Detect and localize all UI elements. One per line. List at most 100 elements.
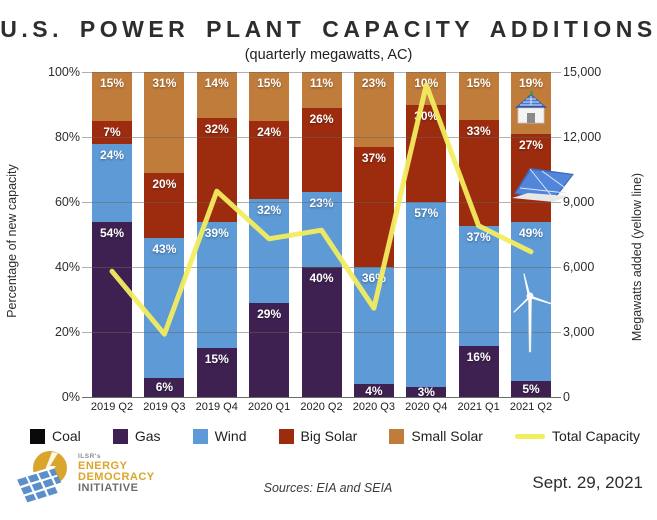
left-tick-label: 0% — [61, 390, 80, 404]
segment-small-solar: 15% — [92, 72, 132, 121]
segment-value-label: 37% — [361, 150, 386, 165]
legend-item-coal: Coal — [30, 428, 81, 444]
bar-2020-q1: 15% 24% 32% 29% — [249, 72, 290, 397]
x-tick-label: 2019 Q4 — [195, 401, 238, 413]
legend-color-swatch — [389, 428, 405, 444]
segment-wind: 37% — [458, 226, 499, 346]
segment-value-label: 15% — [257, 76, 282, 90]
gridline — [82, 137, 561, 138]
bar-2021-q1: 15% 33% 37% 16% — [458, 72, 499, 397]
segment-value-label: 39% — [204, 225, 229, 240]
segment-big-solar: 26% — [301, 107, 342, 193]
legend-label: Big Solar — [300, 428, 358, 444]
bar-2020-q3: 23% 37% 36% 4% — [353, 72, 394, 398]
legend-item-total-capacity: Total Capacity — [515, 428, 640, 444]
legend-label: Gas — [134, 428, 161, 444]
segment-value-label: 23% — [309, 196, 334, 211]
gridline — [82, 332, 561, 333]
chart-subtitle: (quarterly megawatts, AC) — [244, 47, 413, 63]
segment-gas: 6% — [144, 377, 185, 397]
segment-gas: 29% — [249, 302, 290, 397]
segment-value-label: 19% — [518, 76, 544, 90]
bar-2019-q2: 15% 7% 24% 54% — [92, 72, 132, 397]
segment-value-label: 27% — [518, 137, 544, 152]
segment-big-solar: 32% — [196, 117, 237, 222]
segment-small-solar: 31% — [144, 72, 185, 173]
x-tick-label: 2020 Q3 — [352, 401, 395, 413]
segment-value-label: 37% — [466, 230, 491, 245]
sources-note: Sources: EIA and SEIA — [263, 481, 393, 495]
segment-value-label: 40% — [309, 271, 334, 285]
segment-value-label: 29% — [257, 306, 282, 321]
energy-democracy-logo: ILSR's ENERGY DEMOCRACY INITIATIVE — [12, 448, 172, 514]
legend-color-swatch — [278, 428, 294, 444]
logo-line1: ENERGY — [78, 459, 128, 472]
legend-item-wind: Wind — [192, 428, 247, 444]
segment-value-label: 16% — [466, 349, 491, 364]
left-axis-title: Percentage of new capacity — [5, 164, 19, 318]
bar-2021-q2: 19% 27% 49% 5% — [511, 72, 551, 397]
bar-2020-q2: 11% 26% 23% 40% — [301, 72, 342, 397]
segment-value-label: 15% — [99, 76, 125, 90]
segment-wind: 23% — [301, 192, 342, 267]
gridline — [82, 202, 561, 203]
logo-ilsr: ILSR's — [78, 453, 101, 460]
plot-area: 15% 7% 24% 54% 31% 20% 43% 6% 14% 32% 39% 15% 15% 24%… — [82, 72, 574, 399]
right-tick-label: 12,000 — [563, 130, 602, 144]
legend-label: Wind — [214, 428, 247, 444]
bar-2019-q4: 14% 32% 39% 15% — [196, 72, 237, 397]
logo-sun-panel-icon — [14, 451, 67, 506]
x-axis-line — [82, 397, 561, 398]
legend-item-big-solar: Big Solar — [278, 428, 358, 444]
right-tick-label: 3,000 — [563, 325, 595, 339]
right-tick-label: 0 — [563, 390, 570, 404]
logo-line2: DEMOCRACY — [78, 470, 155, 483]
segment-value-label: 20% — [152, 176, 177, 191]
segment-value-label: 49% — [518, 225, 544, 240]
segment-big-solar: 24% — [249, 120, 290, 199]
logo-text: ILSR's ENERGY DEMOCRACY INITIATIVE — [78, 453, 155, 495]
segment-value-label: 10% — [414, 76, 439, 90]
publication-date: Sept. 29, 2021 — [532, 473, 643, 492]
segment-value-label: 36% — [361, 271, 386, 285]
bar-2019-q3: 31% 20% 43% 6% — [144, 72, 185, 397]
right-tick-label: 6,000 — [563, 260, 595, 274]
legend-label: Total Capacity — [552, 428, 640, 444]
segment-value-label: 31% — [152, 76, 177, 90]
segment-gas: 5% — [511, 380, 551, 397]
left-tick-label: 40% — [54, 260, 80, 274]
legend-color-swatch — [112, 428, 128, 444]
x-tick-label: 2019 Q2 — [90, 401, 134, 413]
segment-wind: 36% — [353, 267, 394, 384]
x-tick-label: 2021 Q2 — [509, 401, 553, 413]
left-tick-label: 60% — [54, 195, 80, 209]
segment-small-solar: 10% — [406, 72, 447, 105]
legend-label: Small Solar — [411, 428, 483, 444]
segment-gas: 4% — [353, 383, 394, 398]
left-tick-label: 80% — [54, 130, 80, 144]
bar-2020-q4: 10% 30% 57% 3% — [406, 72, 447, 399]
legend-item-small-solar: Small Solar — [389, 428, 483, 444]
segment-value-label: 4% — [365, 383, 383, 398]
gridline — [82, 267, 561, 268]
right-axis-title: Megawatts added (yellow line) — [630, 172, 644, 342]
segment-gas: 16% — [458, 345, 499, 397]
x-tick-label: 2020 Q2 — [300, 401, 343, 413]
x-tick-label: 2020 Q1 — [248, 401, 291, 413]
segment-small-solar: 11% — [301, 72, 342, 108]
segment-value-label: 14% — [204, 76, 229, 90]
segment-small-solar: 19% — [511, 72, 551, 134]
gridline — [82, 72, 561, 73]
segment-wind: 39% — [196, 221, 237, 349]
legend: Coal Gas Wind Big Solar Small Solar Total Cap… — [30, 428, 640, 444]
segment-small-solar: 15% — [458, 72, 499, 121]
segment-wind: 24% — [92, 143, 132, 222]
segment-big-solar: 37% — [353, 146, 394, 267]
segment-value-label: 32% — [257, 202, 282, 217]
logo-line3: INITIATIVE — [78, 482, 139, 495]
segment-big-solar: 20% — [144, 172, 185, 238]
x-axis-labels: 2019 Q2 2019 Q3 2019 Q4 2020 Q1 2020 Q2 2020 … — [88, 401, 555, 417]
segment-gas: 54% — [92, 221, 132, 397]
legend-color-swatch — [30, 428, 45, 444]
